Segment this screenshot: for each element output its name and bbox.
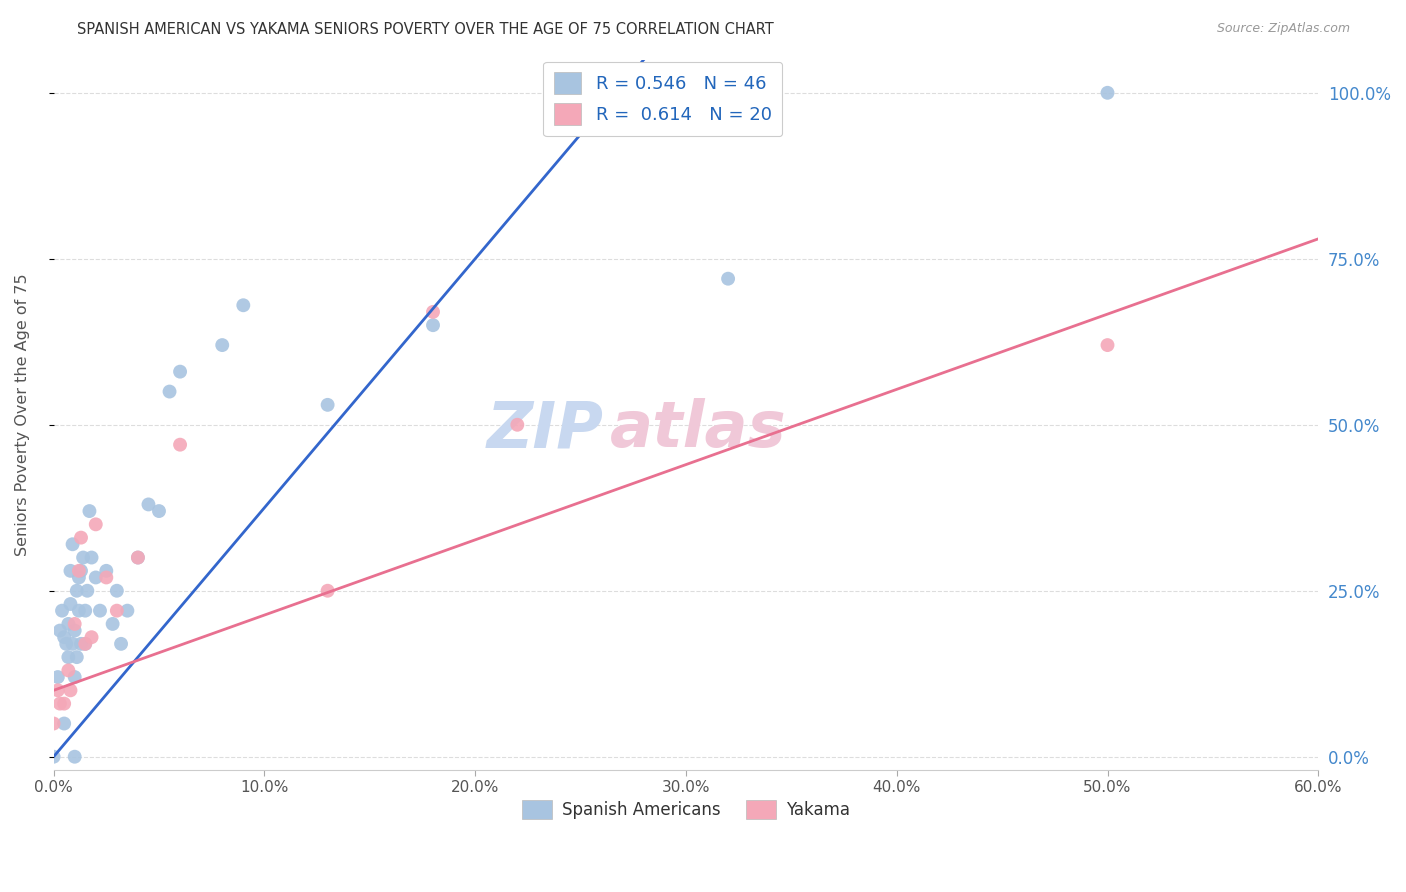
- Point: [63, 624, 86, 638]
- Point: [138, 498, 160, 512]
- Point: [316, 583, 339, 598]
- Point: [51, 604, 73, 618]
- Point: [75, 637, 97, 651]
- Point: [49, 624, 72, 638]
- Point: [1097, 86, 1119, 100]
- Point: [53, 630, 76, 644]
- Point: [59, 564, 82, 578]
- Point: [105, 604, 128, 618]
- Point: [148, 504, 170, 518]
- Point: [67, 604, 90, 618]
- Point: [717, 271, 740, 285]
- Point: [127, 550, 149, 565]
- Point: [80, 630, 103, 644]
- Point: [67, 570, 90, 584]
- Point: [42, 749, 65, 764]
- Point: [159, 384, 181, 399]
- Point: [58, 616, 80, 631]
- Point: [422, 305, 444, 319]
- Point: [76, 583, 98, 598]
- Text: ZIP: ZIP: [486, 398, 603, 460]
- Point: [127, 550, 149, 565]
- Point: [49, 697, 72, 711]
- Text: atlas: atlas: [610, 398, 787, 460]
- Point: [70, 564, 93, 578]
- Point: [80, 550, 103, 565]
- Point: [110, 637, 132, 651]
- Point: [75, 604, 97, 618]
- Point: [63, 616, 86, 631]
- Point: [169, 365, 191, 379]
- Legend: Spanish Americans, Yakama: Spanish Americans, Yakama: [516, 793, 856, 826]
- Point: [117, 604, 139, 618]
- Y-axis label: Seniors Poverty Over the Age of 75: Seniors Poverty Over the Age of 75: [15, 274, 30, 556]
- Point: [101, 616, 124, 631]
- Point: [84, 570, 107, 584]
- Point: [63, 670, 86, 684]
- Text: SPANISH AMERICAN VS YAKAMA SENIORS POVERTY OVER THE AGE OF 75 CORRELATION CHART: SPANISH AMERICAN VS YAKAMA SENIORS POVER…: [77, 22, 775, 37]
- Point: [70, 531, 93, 545]
- Point: [46, 670, 69, 684]
- Point: [96, 564, 118, 578]
- Point: [232, 298, 254, 312]
- Point: [1097, 338, 1119, 352]
- Point: [72, 550, 94, 565]
- Point: [55, 637, 77, 651]
- Point: [506, 417, 529, 432]
- Point: [84, 517, 107, 532]
- Point: [63, 749, 86, 764]
- Point: [169, 438, 191, 452]
- Point: [58, 664, 80, 678]
- Point: [105, 583, 128, 598]
- Point: [59, 683, 82, 698]
- Point: [42, 716, 65, 731]
- Point: [211, 338, 233, 352]
- Point: [66, 583, 89, 598]
- Point: [316, 398, 339, 412]
- Point: [75, 637, 97, 651]
- Point: [66, 650, 89, 665]
- Point: [67, 564, 90, 578]
- Point: [46, 683, 69, 698]
- Point: [89, 604, 111, 618]
- Point: [70, 637, 93, 651]
- Point: [62, 637, 84, 651]
- Point: [422, 318, 444, 333]
- Point: [59, 597, 82, 611]
- Point: [53, 697, 76, 711]
- Point: [96, 570, 118, 584]
- Text: Source: ZipAtlas.com: Source: ZipAtlas.com: [1216, 22, 1350, 36]
- Point: [79, 504, 101, 518]
- Point: [58, 650, 80, 665]
- Point: [62, 537, 84, 551]
- Point: [53, 716, 76, 731]
